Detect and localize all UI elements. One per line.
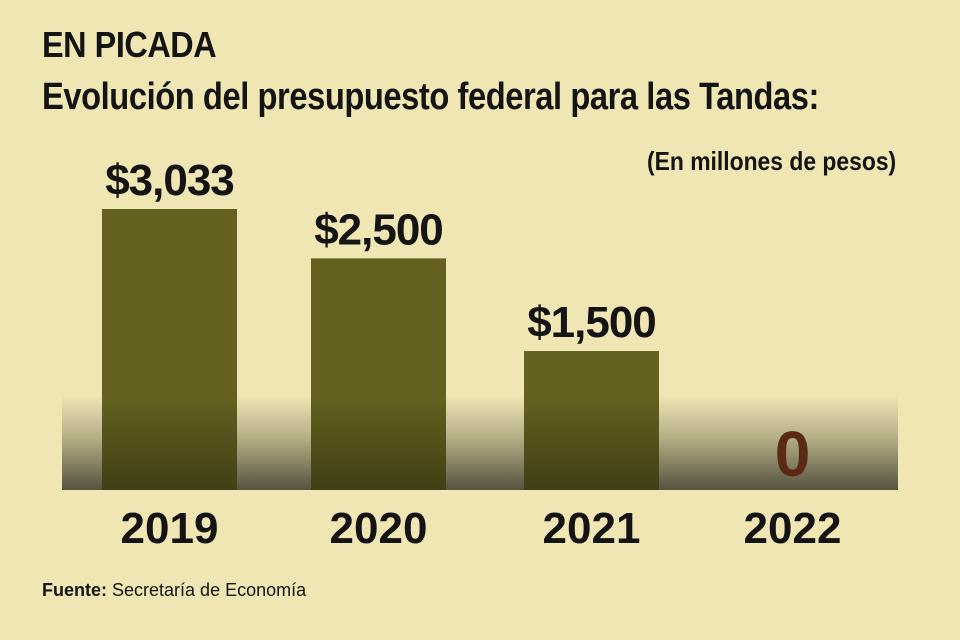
chart-kicker: EN PICADA <box>42 24 217 65</box>
chart-title: Evolución del presupuesto federal para l… <box>42 76 819 118</box>
value-label-2020: $2,500 <box>314 205 443 254</box>
source-label: Fuente: <box>42 580 107 600</box>
source-note: Fuente: Secretaría de Economía <box>42 580 306 601</box>
category-label-2019: 2019 <box>121 504 219 553</box>
value-label-2021: $1,500 <box>527 298 656 347</box>
bar-shade-2021 <box>524 395 659 490</box>
category-label-2021: 2021 <box>543 504 641 553</box>
bar-shade-2020 <box>311 395 446 490</box>
unit-note: (En millones de pesos) <box>646 146 896 176</box>
category-label-2022: 2022 <box>744 504 842 553</box>
source-text: Secretaría de Economía <box>112 580 307 600</box>
value-label-2022: 0 <box>775 418 811 490</box>
bar-shade-2019 <box>102 395 237 490</box>
category-label-2020: 2020 <box>330 504 428 553</box>
value-label-2019: $3,033 <box>105 156 234 205</box>
